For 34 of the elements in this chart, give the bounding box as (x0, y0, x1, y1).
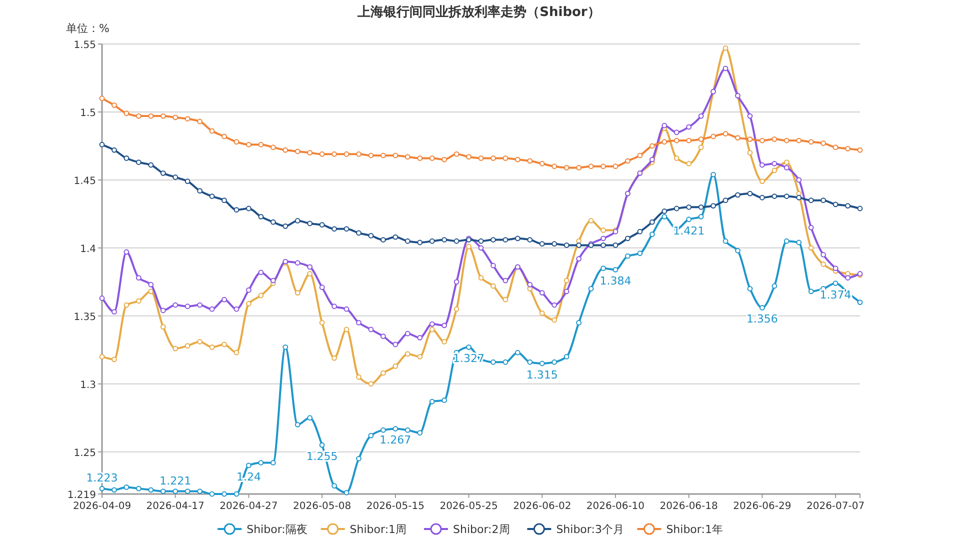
y-tick-label: 1.55 (74, 40, 96, 51)
y-tick-label: 1.219 (67, 490, 96, 501)
x-tick-label: 2026-04-09 (72, 501, 132, 512)
x-tick-label: 2026-06-10 (586, 501, 645, 512)
x-tick-label: 2026-06-02 (513, 501, 572, 512)
y-tick-label: 1.35 (74, 312, 96, 323)
x-tick-label: 2026-06-29 (733, 501, 792, 512)
y-tick-label: 1.3 (80, 380, 96, 391)
x-tick-label: 2026-05-25 (440, 501, 498, 512)
legend-label: Shibor:1年 (666, 523, 723, 536)
data-label: 1.421 (673, 224, 705, 238)
y-tick-label: 1.4 (80, 244, 96, 255)
legend-label: Shibor:1周 (350, 523, 407, 536)
legend-label: Shibor:2周 (453, 523, 510, 536)
data-label: 1.315 (526, 368, 558, 382)
data-label: 1.267 (380, 434, 412, 447)
data-label: 1.221 (160, 474, 192, 488)
x-tick-label: 2026-06-18 (660, 501, 718, 512)
y-tick-label: 1.5 (80, 108, 96, 119)
y-tick-label: 1.45 (74, 176, 96, 187)
data-label: 1.374 (820, 288, 852, 302)
data-label: 1.223 (86, 472, 118, 485)
data-label: 1.384 (600, 274, 632, 288)
x-tick-label: 2026-05-15 (366, 501, 424, 512)
x-tick-label: 2026-07-07 (806, 501, 865, 512)
legend-label: Shibor:隔夜 (246, 523, 308, 536)
x-tick-label: 2026-05-08 (293, 501, 352, 512)
legend-label: Shibor:3个月 (556, 523, 624, 536)
chart-title: 上海银行间同业拆放利率走势（Shibor） (356, 4, 600, 20)
x-tick-label: 2026-04-27 (220, 501, 278, 512)
data-label: 1.356 (746, 312, 778, 326)
y-axis-title: 单位：% (66, 22, 110, 35)
x-tick-label: 2026-04-17 (146, 501, 204, 512)
y-tick-label: 1.25 (74, 448, 96, 459)
